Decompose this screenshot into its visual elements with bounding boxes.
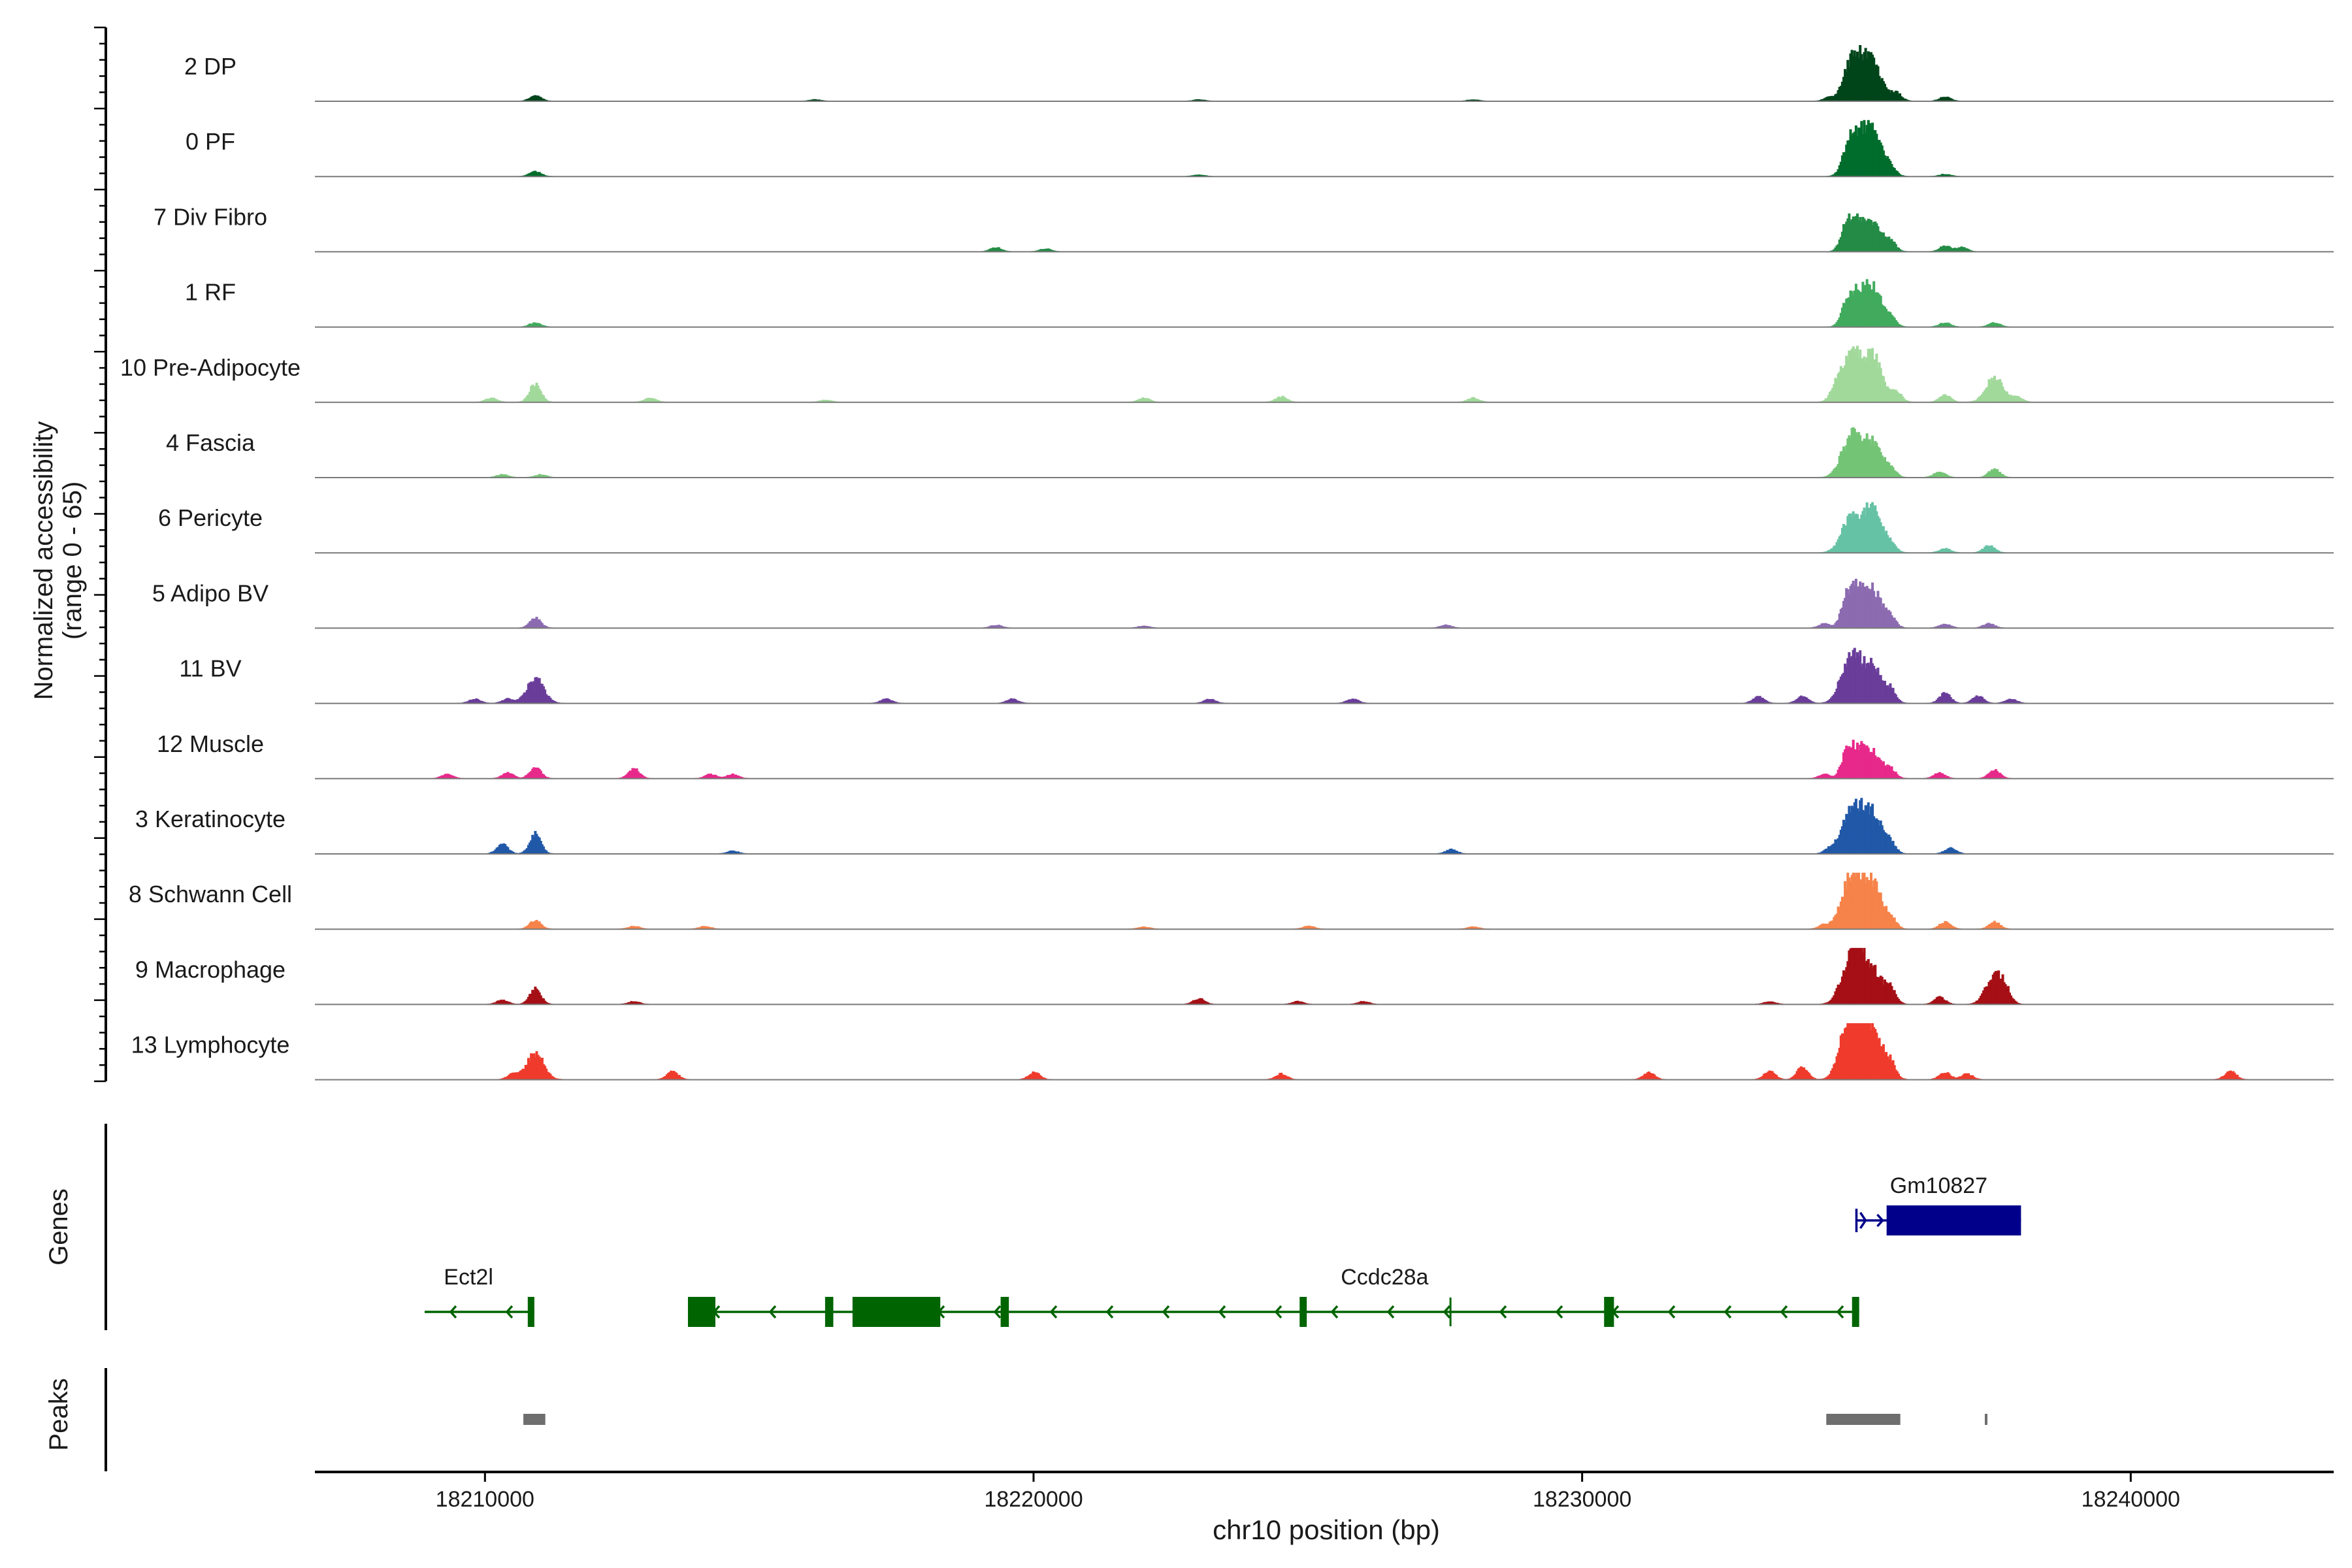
gene-exon [825,1297,834,1327]
track-profile [485,947,2025,1005]
strand-arrow [1330,1305,1339,1319]
gene-exon [687,1297,715,1327]
track-profile [1819,502,2007,553]
strand-arrow [1499,1305,1507,1319]
track-label: 7 Div Fibro [154,203,267,230]
strand-arrow [1723,1305,1732,1319]
peaks-panel-label: Peaks [44,1378,73,1450]
accessibility-tracks: 2 DP 0 PF 7 Div Fibro 1 RF 10 Pre-Adipocyte 4… [120,45,2334,1081]
strand-arrow [1667,1305,1676,1319]
x-tick-label: 18240000 [2082,1487,2180,1512]
x-tick-label: 18220000 [984,1487,1083,1512]
chart-axes [94,26,107,1471]
track-label: 10 Pre-Adipocyte [120,354,301,381]
track-label: 6 Pericyte [158,504,263,531]
gene-exon [1000,1297,1009,1327]
gene-exon [527,1297,534,1327]
y-axis-label-line2: (range 0 - 65) [58,482,87,640]
peak-region [523,1414,546,1425]
genes-panel-label: Genes [44,1188,73,1266]
gene-label: Gm10827 [1890,1173,1987,1198]
strand-arrow [1105,1305,1114,1319]
x-tick-label: 18210000 [436,1487,534,1512]
strand-arrow [1049,1305,1058,1319]
track-profile [519,120,1961,177]
track-label: 11 BV [179,655,241,682]
gene-exon [1852,1297,1859,1327]
gene-exon [852,1297,941,1327]
strand-arrow [993,1305,1002,1319]
track-profile [475,346,2033,403]
strand-arrow [1859,1212,1867,1229]
strand-arrow [1780,1305,1788,1319]
track-label: 13 Lymphocyte [131,1032,290,1058]
track-profile [485,427,2013,478]
track-label: 0 PF [186,128,235,155]
gene-exon [1604,1297,1614,1327]
x-axis-label: chr10 position (bp) [1213,1514,1440,1545]
gene-exon [1299,1297,1307,1327]
peaks-panel [523,1414,1987,1425]
track-label: 1 RF [185,279,236,306]
track-label: 8 Schwann Cell [129,881,292,907]
strand-arrow [1836,1305,1844,1319]
track-profile [431,740,2013,779]
genes-panel: Ect2l Ccdc28a Gm10827 [424,1173,2021,1327]
track-profile [457,647,2028,704]
peak-region [1826,1414,1901,1425]
x-axis: 18210000 18220000 18230000 18240000 [315,1471,2334,1512]
track-profile [517,872,2011,930]
track-label: 5 Adipo BV [152,580,269,606]
strand-arrow [1555,1305,1563,1319]
y-axis-label-line1: Normalized accessibility [29,421,58,700]
x-tick-label: 18230000 [1533,1487,1631,1512]
track-profile [517,45,1962,102]
strand-arrow [1876,1213,1884,1228]
gene-label: Ccdc28a [1341,1265,1428,1290]
track-label: 2 DP [184,53,237,80]
strand-arrow [449,1305,457,1319]
track-label: 9 Macrophage [135,956,286,983]
track-label: 12 Muscle [157,730,264,757]
track-profile [497,1023,2249,1081]
track-profile [979,213,1978,252]
track-profile [520,279,2011,328]
strand-arrow [1443,1305,1451,1319]
track-label: 3 Keratinocyte [135,806,286,832]
strand-arrow [1162,1305,1170,1319]
strand-arrow [1386,1305,1395,1319]
strand-arrow [505,1305,514,1319]
peak-region [1984,1414,1987,1425]
strand-arrow [1274,1305,1282,1319]
track-profile [517,578,2006,629]
strand-arrow [1218,1305,1226,1319]
track-label: 4 Fascia [166,429,255,456]
gene-exon [1886,1205,2021,1235]
track-profile [483,798,1967,855]
gene-label: Ect2l [444,1265,493,1290]
strand-arrow [768,1305,777,1319]
